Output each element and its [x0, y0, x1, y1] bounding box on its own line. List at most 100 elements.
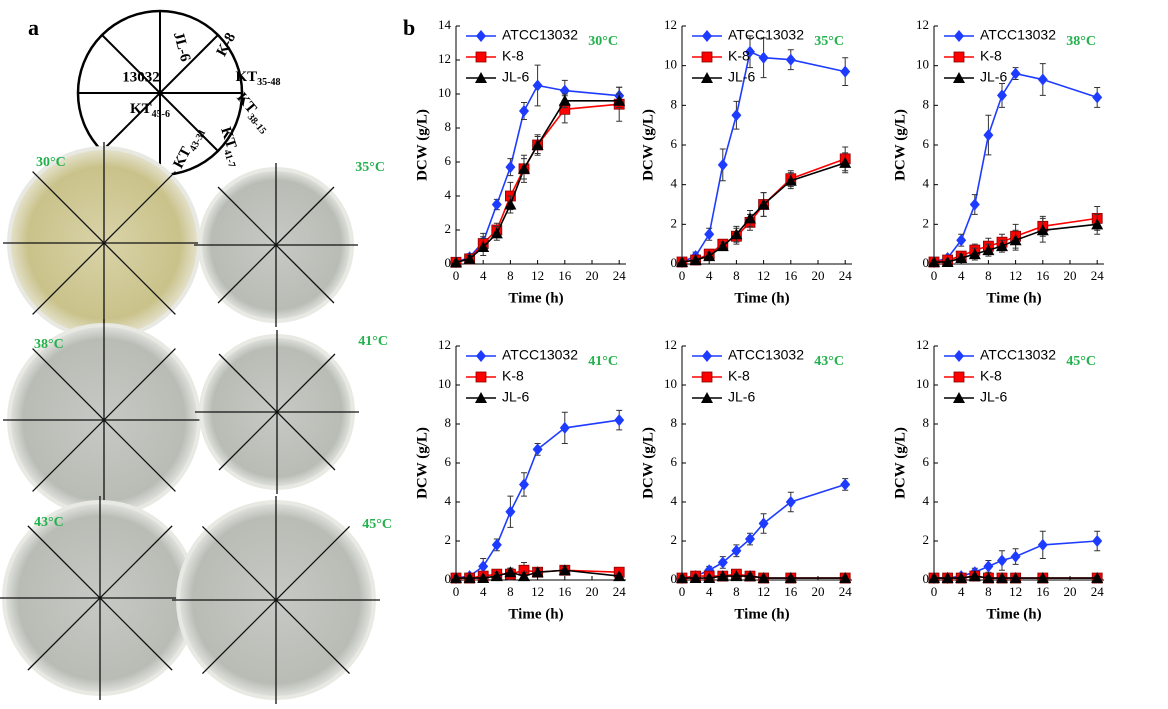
legend-label: JL-6 [502, 389, 529, 405]
y-tick-label: 6 [671, 454, 678, 469]
marker [744, 570, 756, 582]
marker [717, 556, 728, 569]
x-tick-label: 24 [613, 268, 627, 283]
legend-marker [701, 72, 713, 83]
y-tick-label: 4 [445, 187, 452, 202]
y-axis-title: DCW (g/L) [414, 427, 430, 499]
plate-divider [218, 353, 336, 471]
y-tick-label: 2 [445, 221, 452, 236]
sector-label-main: KT [235, 69, 257, 85]
y-tick-label: 2 [671, 532, 678, 547]
marker [941, 572, 954, 584]
sector-label: 13032 [122, 69, 160, 85]
y-tick-label: 8 [445, 119, 452, 134]
sector-divider [101, 34, 219, 152]
y-tick-label: 4 [923, 493, 930, 508]
plate-label: 30°C [36, 155, 66, 170]
sector-label: KT35-48 [235, 69, 280, 88]
marker [504, 566, 517, 578]
marker [955, 572, 968, 584]
legend-label: K-8 [980, 368, 1002, 384]
x-tick-label: 16 [1036, 584, 1050, 599]
marker [969, 198, 980, 211]
legend-label: JL-6 [728, 389, 755, 405]
sector-label-main: KT [130, 101, 152, 117]
legend-marker [953, 72, 965, 83]
x-tick-label: 8 [733, 268, 740, 283]
marker [1009, 572, 1022, 584]
marker [505, 505, 516, 518]
legend-marker [953, 392, 965, 403]
legend-marker [476, 350, 486, 362]
marker [490, 570, 503, 582]
legend-marker [702, 30, 712, 42]
marker [689, 572, 702, 584]
marker [491, 198, 502, 211]
chart-title: 30°C [588, 34, 618, 49]
y-tick-label: 8 [923, 96, 930, 111]
y-axis-title: DCW (g/L) [640, 427, 656, 499]
legend-label: JL-6 [980, 389, 1007, 405]
legend-marker [953, 51, 965, 63]
marker [703, 572, 716, 584]
y-tick-label: 10 [916, 57, 929, 72]
marker [1010, 67, 1021, 80]
marker [745, 533, 755, 546]
marker [689, 254, 702, 266]
marker [519, 478, 529, 491]
x-tick-label: 4 [480, 584, 487, 599]
x-tick-label: 4 [958, 268, 965, 283]
x-tick-label: 8 [507, 584, 514, 599]
marker [968, 248, 981, 260]
marker [785, 53, 796, 66]
marker [744, 212, 756, 224]
y-tick-label: 0 [923, 255, 930, 270]
marker [1010, 550, 1021, 563]
marker [982, 244, 995, 256]
marker [613, 570, 626, 582]
chart-title: 43°C [814, 354, 844, 369]
marker [518, 570, 530, 582]
y-tick-label: 8 [671, 415, 678, 430]
y-tick-label: 4 [671, 176, 678, 191]
sector-label-main: KT [217, 125, 239, 151]
y-tick-label: 6 [923, 454, 930, 469]
marker [716, 570, 729, 582]
sector-label-sub: 41-7 [221, 148, 237, 169]
legend-marker [701, 51, 713, 63]
marker [716, 240, 729, 252]
x-tick-label: 0 [679, 584, 686, 599]
x-axis-title: Time (h) [508, 290, 563, 306]
x-tick-label: 4 [958, 584, 965, 599]
y-tick-label: 8 [445, 415, 452, 430]
y-tick-label: 8 [923, 415, 930, 430]
sector-label: KT45-6 [130, 101, 170, 120]
x-axis-title: Time (h) [986, 606, 1041, 622]
y-tick-label: 12 [438, 51, 451, 66]
y-axis-title: DCW (g/L) [414, 109, 430, 181]
marker [1037, 73, 1048, 86]
x-tick-label: 16 [784, 584, 798, 599]
marker [478, 560, 489, 573]
y-tick-label: 2 [923, 532, 930, 547]
y-tick-label: 6 [923, 136, 930, 151]
legend-marker [475, 51, 487, 63]
y-axis-title: DCW (g/L) [892, 427, 908, 499]
legend-label: K-8 [980, 48, 1002, 64]
plate-label: 41°C [358, 334, 388, 349]
legend-label: K-8 [728, 48, 750, 64]
x-tick-label: 8 [985, 268, 992, 283]
marker [928, 572, 940, 584]
y-tick-label: 0 [671, 571, 678, 586]
plate-divider [32, 348, 176, 492]
x-tick-label: 12 [1009, 268, 1022, 283]
x-tick-label: 8 [985, 584, 992, 599]
y-tick-label: 12 [438, 337, 451, 352]
y-tick-label: 2 [445, 532, 452, 547]
y-tick-label: 6 [445, 454, 452, 469]
y-tick-label: 0 [671, 255, 678, 270]
x-tick-label: 20 [812, 268, 825, 283]
marker [758, 517, 769, 530]
x-tick-label: 12 [757, 268, 770, 283]
legend-label: JL-6 [728, 69, 755, 85]
